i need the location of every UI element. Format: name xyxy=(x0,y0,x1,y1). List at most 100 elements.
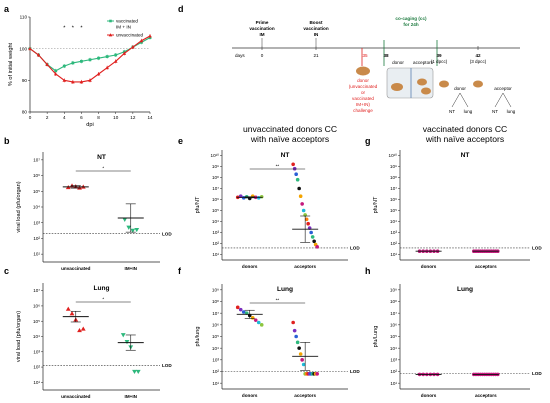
y-tick-label: 10⁷ xyxy=(212,186,219,191)
data-point xyxy=(306,221,310,226)
cage-acceptors-label: acceptors xyxy=(413,60,434,65)
y-tick-label: 10⁸ xyxy=(212,299,219,304)
legend-marker xyxy=(109,19,112,23)
y-tick-label: 10⁷ xyxy=(33,157,40,162)
y-tick-label: 10⁷ xyxy=(390,186,397,191)
panel-title: NT xyxy=(97,154,106,161)
y-tick-label: 10⁶ xyxy=(33,173,40,178)
data-point xyxy=(122,217,128,222)
data-point xyxy=(114,53,118,57)
days-label: days xyxy=(235,53,245,58)
x-tick-label: 8 xyxy=(97,115,100,120)
data-point xyxy=(256,320,261,325)
category-label: IM+IN xyxy=(125,394,138,399)
y-tick-label: 10³ xyxy=(33,220,40,225)
day-42: 42 xyxy=(475,53,481,58)
y-tick-label: 10⁴ xyxy=(212,219,219,224)
legend-label-unvaccinated: unvaccinated xyxy=(116,33,144,38)
data-point xyxy=(113,59,118,63)
y-tick-label: 10⁶ xyxy=(33,304,40,309)
data-point xyxy=(65,306,71,311)
data-point xyxy=(54,69,58,73)
y-tick-label: 10⁶ xyxy=(212,197,219,202)
data-point xyxy=(310,235,315,239)
donor-note-1: donor xyxy=(357,78,369,83)
y-tick-label: 10⁵ xyxy=(390,334,397,339)
x-axis-title: dpi xyxy=(86,122,93,128)
dpcc-1: (1 dpcc) xyxy=(431,59,448,64)
cocaging-line1: co-caging (cc) xyxy=(395,16,427,21)
dpcc-3: (3 dpcc) xyxy=(470,59,487,64)
data-point xyxy=(122,51,127,55)
cocaging-line2: for 24h xyxy=(403,22,419,27)
data-point xyxy=(253,318,258,322)
donor-note-5: IM+IN) xyxy=(356,102,370,107)
data-point xyxy=(62,64,66,68)
data-point xyxy=(259,323,264,327)
data-point xyxy=(105,55,109,58)
panel-title: Lung xyxy=(457,286,473,293)
leaf-nt-donor: NT xyxy=(449,109,455,114)
y-tick-label: 10⁵ xyxy=(212,334,219,339)
data-point xyxy=(71,80,75,84)
data-point xyxy=(315,372,319,376)
y-axis-title: viral load (pfu/organ) xyxy=(16,311,22,362)
boost-line2: vaccination xyxy=(303,26,328,31)
data-point xyxy=(301,208,306,213)
y-axis-title: pfu/lung xyxy=(195,327,201,347)
y-tick-label: 10⁸ xyxy=(390,175,397,180)
data-point xyxy=(71,61,75,65)
data-point xyxy=(241,310,246,314)
data-point xyxy=(80,326,86,331)
data-point xyxy=(297,186,301,191)
panel-label-g: g xyxy=(365,136,371,146)
legend-label-vaccinated: IM + IN xyxy=(116,25,131,30)
y-tick-label: 10¹ xyxy=(390,381,397,386)
y-tick-label: 10³ xyxy=(390,357,397,362)
y-tick-label: 100 xyxy=(19,46,27,51)
x-tick-label: 0 xyxy=(29,115,32,120)
y-tick-label: 10² xyxy=(212,241,219,246)
y-tick-label: 10⁹ xyxy=(212,164,219,169)
y-tick-label: 10¹ xyxy=(33,380,40,385)
category-label: donors xyxy=(421,393,437,398)
panel-label-c: c xyxy=(4,266,9,276)
branch-donor-label: donor xyxy=(454,86,466,91)
data-point xyxy=(105,65,109,70)
data-point xyxy=(79,80,84,84)
data-point xyxy=(298,194,303,198)
y-tick-label: 10⁴ xyxy=(212,346,219,351)
day-21: 21 xyxy=(313,53,319,58)
data-point xyxy=(294,334,298,339)
branch-line xyxy=(494,92,504,108)
data-point xyxy=(235,305,240,310)
cage-donor-hamster-icon xyxy=(391,83,403,91)
data-point xyxy=(62,78,67,82)
day-38: 38 xyxy=(383,53,389,58)
y-tick-label: 10⁵ xyxy=(33,189,40,194)
data-point xyxy=(298,352,303,356)
data-point xyxy=(53,72,58,76)
data-point xyxy=(312,239,316,244)
x-tick-label: 2 xyxy=(46,115,49,120)
prime-line1: Prime xyxy=(256,20,269,25)
y-tick-label: 10⁴ xyxy=(390,219,397,224)
y-tick-label: 10³ xyxy=(390,230,397,235)
timeline-schematic: days 0 21 35 38 39 42 (1 dpcc) (3 dpcc) … xyxy=(232,16,520,114)
donor-note-4: vaccinated xyxy=(352,96,374,101)
y-tick-label: 10¹ xyxy=(33,252,40,257)
category-label: unvaccinated xyxy=(61,266,91,271)
data-point xyxy=(291,162,295,167)
data-point xyxy=(120,333,126,338)
panel-e: 10¹ 10² 10³ 10⁴ 10⁵ 10⁶ 10⁷ 10⁸ 10⁹ 10¹⁰ pfu/NT NT L… xyxy=(195,150,360,269)
panel-c: 10¹ 10² 10³ 10⁴ 10⁵ 10⁶ 10⁷ viral load (pfu/org… xyxy=(16,283,172,399)
day-0: 0 xyxy=(261,53,264,58)
x-tick-label: 6 xyxy=(80,115,83,120)
y-tick-label: 10⁷ xyxy=(390,311,397,316)
y-axis-title: % of initial weight xyxy=(8,42,14,86)
donor-note-3: or xyxy=(361,90,366,95)
category-label: acceptors xyxy=(475,264,497,269)
header-right-line2: with naïve acceptors xyxy=(425,134,504,144)
leaf-lung-donor: lung xyxy=(464,109,473,114)
